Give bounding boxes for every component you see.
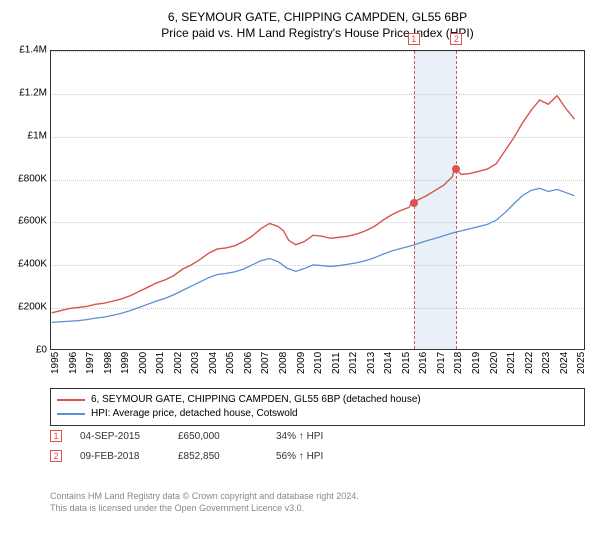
event-marker-2: 2	[450, 33, 462, 45]
legend: 6, SEYMOUR GATE, CHIPPING CAMPDEN, GL55 …	[50, 388, 585, 426]
x-tick-label: 2024	[559, 352, 570, 374]
x-tick-label: 2020	[489, 352, 500, 374]
sale-dot	[452, 165, 460, 173]
x-tick-label: 2001	[155, 352, 166, 374]
y-tick-label: £1.2M	[5, 87, 47, 98]
x-tick-label: 2004	[208, 352, 219, 374]
row-date: 04-SEP-2015	[80, 431, 160, 442]
legend-item: 6, SEYMOUR GATE, CHIPPING CAMPDEN, GL55 …	[57, 393, 578, 407]
x-tick-label: 2005	[225, 352, 236, 374]
x-tick-label: 2002	[173, 352, 184, 374]
plot-area: 12	[50, 50, 585, 350]
x-tick-label: 2008	[278, 352, 289, 374]
x-tick-label: 1999	[120, 352, 131, 374]
x-tick-label: 2017	[436, 352, 447, 374]
x-tick-label: 2023	[541, 352, 552, 374]
legend-label: 6, SEYMOUR GATE, CHIPPING CAMPDEN, GL55 …	[91, 393, 421, 407]
x-tick-label: 2011	[331, 352, 342, 374]
line-series-svg	[51, 51, 584, 349]
x-tick-label: 2009	[296, 352, 307, 374]
footer-line1: Contains HM Land Registry data © Crown c…	[50, 490, 585, 502]
x-tick-label: 2003	[190, 352, 201, 374]
legend-label: HPI: Average price, detached house, Cots…	[91, 407, 298, 421]
event-marker-1: 1	[408, 33, 420, 45]
x-tick-label: 2000	[138, 352, 149, 374]
x-tick-label: 1998	[103, 352, 114, 374]
x-tick-label: 2019	[471, 352, 482, 374]
chart-container: 6, SEYMOUR GATE, CHIPPING CAMPDEN, GL55 …	[50, 10, 585, 380]
legend-item: HPI: Average price, detached house, Cots…	[57, 407, 578, 421]
footer-attribution: Contains HM Land Registry data © Crown c…	[50, 490, 585, 514]
x-tick-label: 2013	[366, 352, 377, 374]
row-delta: 56% ↑ HPI	[276, 451, 356, 462]
chart-subtitle: Price paid vs. HM Land Registry's House …	[50, 26, 585, 40]
x-tick-label: 2014	[383, 352, 394, 374]
row-delta: 34% ↑ HPI	[276, 431, 356, 442]
x-tick-label: 2016	[418, 352, 429, 374]
footer-line2: This data is licensed under the Open Gov…	[50, 502, 585, 514]
x-tick-label: 2022	[524, 352, 535, 374]
series-hpi	[52, 188, 575, 322]
x-tick-label: 1996	[68, 352, 79, 374]
y-tick-label: £800K	[5, 173, 47, 184]
x-tick-label: 2006	[243, 352, 254, 374]
row-price: £650,000	[178, 431, 258, 442]
y-tick-label: £200K	[5, 302, 47, 313]
sale-row: 2 09-FEB-2018 £852,850 56% ↑ HPI	[50, 450, 585, 462]
y-tick-label: £400K	[5, 259, 47, 270]
x-tick-label: 2015	[401, 352, 412, 374]
y-tick-label: £1M	[5, 130, 47, 141]
x-tick-label: 2012	[348, 352, 359, 374]
sale-dot	[410, 199, 418, 207]
x-tick-label: 2007	[260, 352, 271, 374]
y-tick-label: £1.4M	[5, 45, 47, 56]
sale-rows: 1 04-SEP-2015 £650,000 34% ↑ HPI 2 09-FEB-201…	[50, 430, 585, 470]
x-tick-label: 2018	[453, 352, 464, 374]
legend-swatch	[57, 399, 85, 401]
x-tick-label: 2010	[313, 352, 324, 374]
row-date: 09-FEB-2018	[80, 451, 160, 462]
chart-title: 6, SEYMOUR GATE, CHIPPING CAMPDEN, GL55 …	[50, 10, 585, 24]
x-tick-label: 2025	[576, 352, 587, 374]
sale-row: 1 04-SEP-2015 £650,000 34% ↑ HPI	[50, 430, 585, 442]
row-marker: 2	[50, 450, 62, 462]
legend-swatch	[57, 413, 85, 415]
row-marker: 1	[50, 430, 62, 442]
x-tick-label: 1997	[85, 352, 96, 374]
x-tick-label: 1995	[50, 352, 61, 374]
row-price: £852,850	[178, 451, 258, 462]
y-tick-label: £0	[5, 345, 47, 356]
series-price_paid	[52, 96, 575, 313]
y-tick-label: £600K	[5, 216, 47, 227]
x-tick-label: 2021	[506, 352, 517, 374]
